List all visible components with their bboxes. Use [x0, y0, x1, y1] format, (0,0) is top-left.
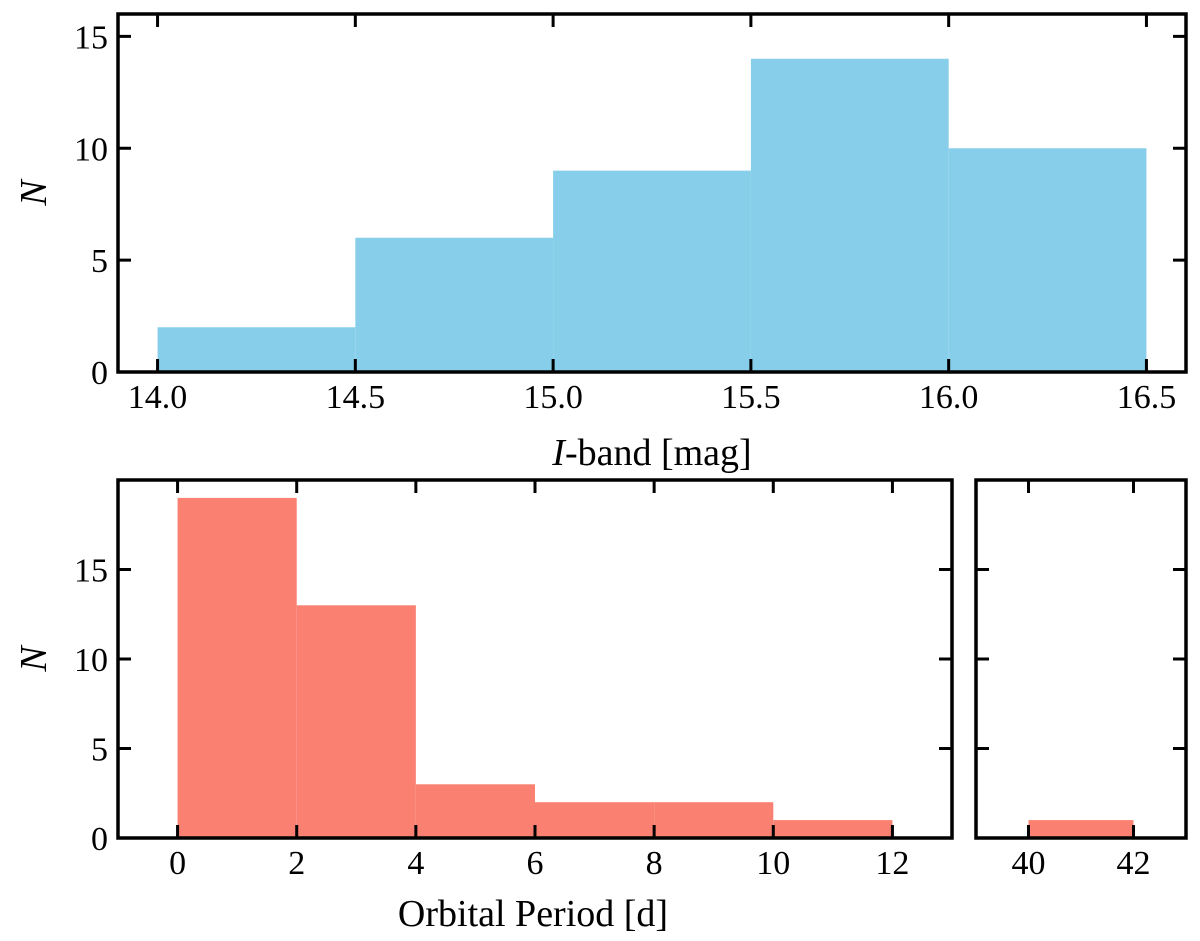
period-xtick-label-6: 12 [875, 845, 909, 882]
iband-xtick-labels: 14.0 14.5 15.0 15.5 16.0 16.5 [128, 379, 1176, 416]
iband-xtick-label-0: 14.0 [128, 379, 188, 416]
period-bar-3 [535, 802, 655, 838]
period-xtick-label-1: 2 [288, 845, 305, 882]
iband-bar-1 [355, 237, 554, 372]
period-ytick-label-1: 5 [91, 732, 108, 769]
iband-xtick-label-4: 16.0 [919, 379, 979, 416]
iband-bar-0 [157, 327, 356, 372]
period-xtick-label-5: 10 [756, 845, 790, 882]
period-bar-1 [296, 605, 416, 838]
period-histogram-panel: 0 2 4 6 8 10 12 0 5 10 15 N [13, 478, 954, 882]
iband-xtick-label-5: 16.5 [1117, 379, 1177, 416]
iband-y-axis-label: N [13, 178, 55, 207]
period-ticks [118, 480, 952, 840]
period-y-axis-label: N [13, 644, 55, 673]
iband-histogram-panel: 14.0 14.5 15.0 15.5 16.0 16.5 0 5 10 15 I-band [… [13, 12, 1188, 474]
iband-x-axis-label: I-band [mag] [551, 432, 751, 474]
long-period-xtick-label-0: 40 [1012, 845, 1046, 882]
period-axes-frame [116, 478, 954, 840]
iband-bar-4 [948, 148, 1147, 372]
long-period-bar-0 [1028, 820, 1134, 838]
period-xtick-label-4: 8 [646, 845, 663, 882]
long-period-axes-frame [974, 478, 1188, 840]
period-xtick-label-0: 0 [169, 845, 186, 882]
period-x-axis-label: Orbital Period [d] [398, 893, 668, 935]
period-ytick-label-0: 0 [91, 821, 108, 858]
period-xtick-labels: 0 2 4 6 8 10 12 [169, 845, 909, 882]
long-period-histogram-panel: 40 42 [974, 478, 1188, 882]
long-period-bars [1028, 820, 1134, 838]
iband-xtick-label-3: 15.5 [721, 379, 781, 416]
period-ytick-label-2: 10 [74, 642, 108, 679]
period-bars [177, 497, 893, 838]
iband-ytick-label-1: 5 [91, 243, 108, 280]
iband-xtick-label-2: 15.0 [523, 379, 583, 416]
long-period-xtick-label-1: 42 [1117, 845, 1151, 882]
iband-bar-2 [553, 170, 751, 372]
iband-ytick-label-0: 0 [91, 355, 108, 392]
long-period-ticks [976, 480, 1186, 840]
iband-ytick-label-2: 10 [74, 131, 108, 168]
period-bar-5 [773, 820, 893, 838]
period-bar-0 [177, 497, 297, 838]
period-ytick-labels: 0 5 10 15 [74, 553, 108, 859]
long-period-xtick-labels: 40 42 [1012, 845, 1151, 882]
iband-bar-3 [750, 58, 949, 372]
period-xtick-label-3: 6 [527, 845, 544, 882]
period-bar-4 [654, 802, 774, 838]
iband-bars [157, 58, 1147, 372]
iband-xtick-label-1: 14.5 [326, 379, 386, 416]
period-xtick-label-2: 4 [407, 845, 424, 882]
period-bar-2 [415, 784, 535, 838]
iband-ytick-label-3: 15 [74, 19, 108, 56]
period-ytick-label-3: 15 [74, 553, 108, 590]
iband-axes-frame [116, 12, 1188, 374]
iband-ytick-labels: 0 5 10 15 [74, 19, 108, 392]
